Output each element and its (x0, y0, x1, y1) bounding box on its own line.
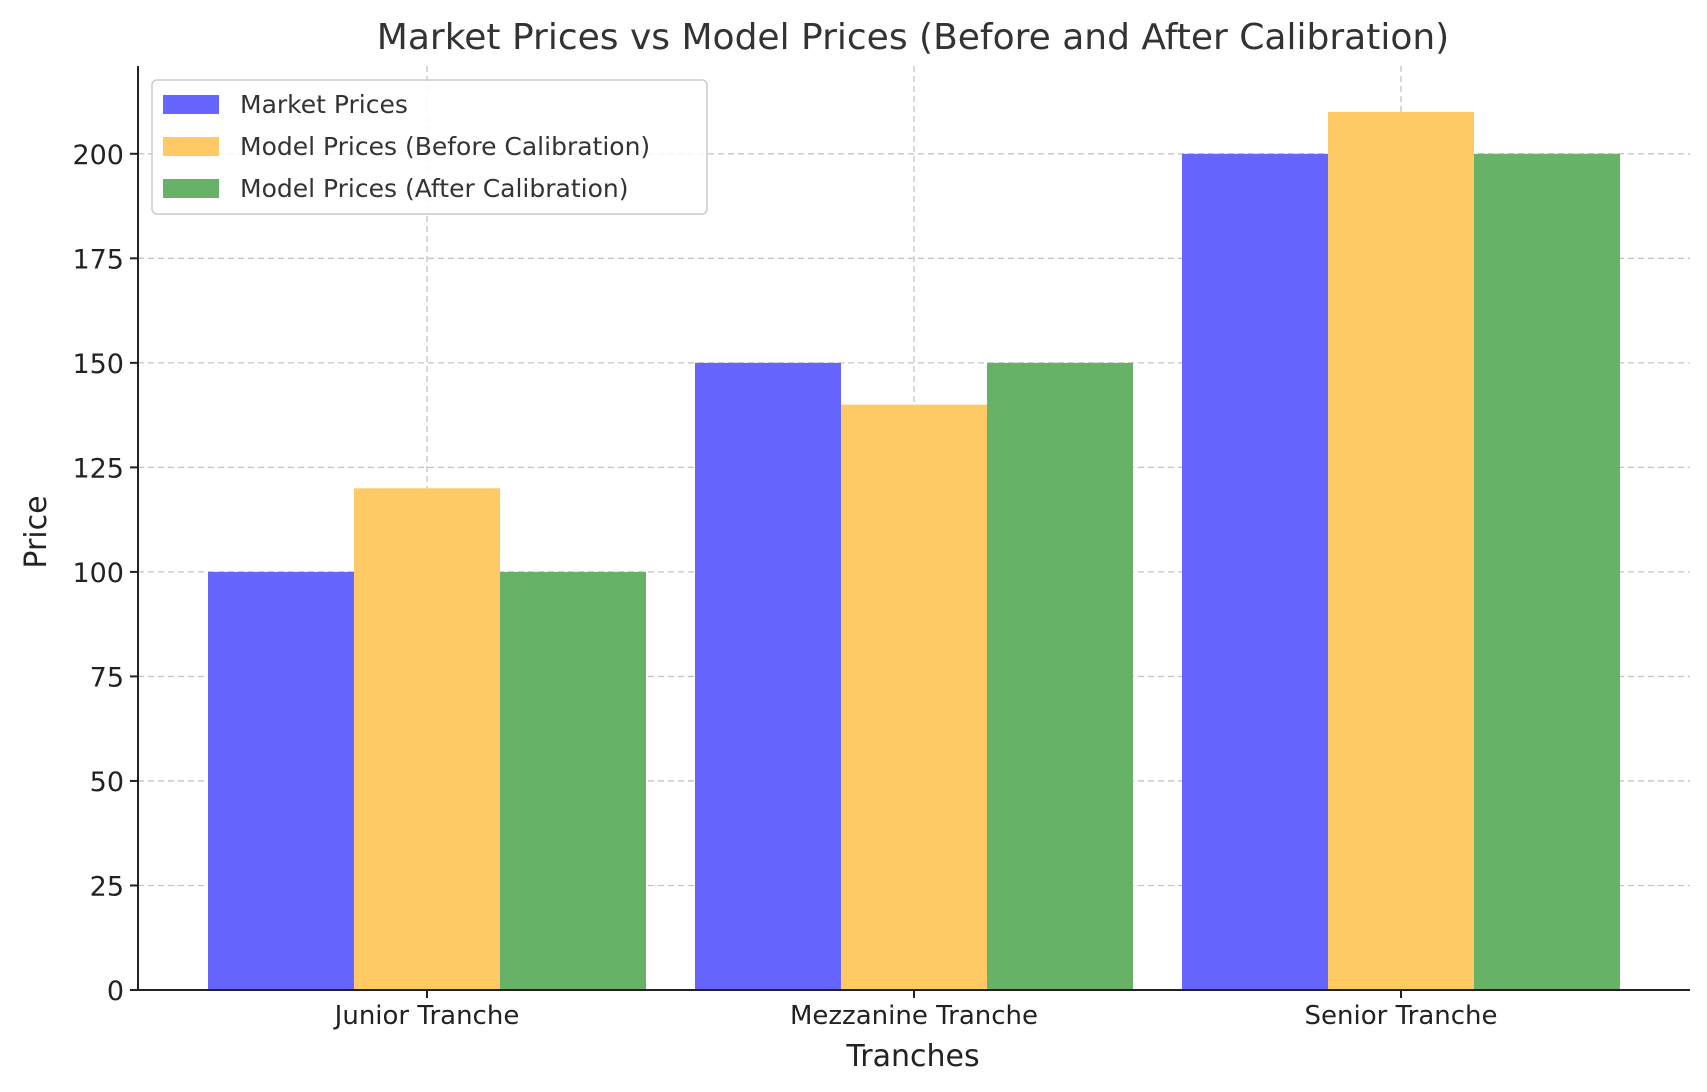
y-ticks: 0 25 50 75 100 125 150 175 200 (72, 140, 138, 1007)
bars (208, 111, 1620, 990)
y-tick-label: 75 (90, 662, 124, 693)
legend-swatch (163, 179, 219, 198)
legend-swatch (163, 95, 219, 114)
x-tick-label: Junior Tranche (333, 1001, 520, 1031)
y-tick-label: 0 (107, 976, 124, 1007)
x-axis-label: Tranches (845, 1039, 979, 1074)
bar (208, 571, 354, 990)
bar (695, 362, 841, 990)
legend: Market Prices Model Prices (Before Calibr… (151, 79, 708, 215)
y-tick-label: 50 (90, 767, 124, 798)
y-axis-label: Price (19, 495, 54, 568)
y-tick-label: 125 (72, 453, 124, 484)
x-tick-label: Mezzanine Tranche (790, 1001, 1038, 1031)
chart-title: Market Prices vs Model Prices (Before an… (377, 17, 1449, 58)
y-tick-label: 25 (90, 871, 124, 902)
legend-label: Model Prices (After Calibration) (240, 174, 628, 203)
y-tick-label: 200 (72, 140, 124, 171)
legend-swatch (163, 137, 219, 156)
bar (354, 488, 500, 990)
bar (500, 571, 646, 990)
y-tick-label: 150 (72, 349, 124, 380)
bar (987, 362, 1133, 990)
bar (1474, 153, 1620, 990)
legend-label: Model Prices (Before Calibration) (240, 132, 650, 161)
y-tick-label: 100 (72, 558, 124, 589)
x-ticks: Junior Tranche Mezzanine Tranche Senior Tr… (333, 990, 1498, 1031)
x-tick-label: Senior Tranche (1305, 1001, 1498, 1031)
y-tick-label: 175 (72, 244, 124, 275)
bar (1182, 153, 1328, 990)
bar (841, 404, 987, 990)
bar (1328, 111, 1474, 990)
legend-label: Market Prices (240, 90, 408, 119)
legend-box (151, 79, 708, 215)
